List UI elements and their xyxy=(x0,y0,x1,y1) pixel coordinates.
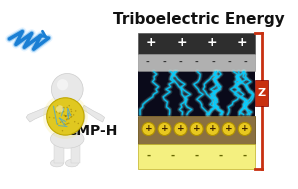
Bar xyxy=(71,143,80,163)
Text: -: - xyxy=(170,151,175,161)
Circle shape xyxy=(43,94,88,139)
Bar xyxy=(54,143,63,163)
Circle shape xyxy=(61,121,63,122)
Circle shape xyxy=(59,112,60,114)
Circle shape xyxy=(71,116,72,117)
Circle shape xyxy=(60,122,61,123)
Text: -: - xyxy=(195,151,199,161)
Bar xyxy=(255,80,268,106)
Bar xyxy=(138,71,255,115)
Text: -: - xyxy=(162,58,166,67)
Circle shape xyxy=(66,118,68,120)
Circle shape xyxy=(65,116,66,117)
Circle shape xyxy=(66,107,68,108)
Ellipse shape xyxy=(49,100,85,133)
Circle shape xyxy=(47,98,84,135)
Text: -: - xyxy=(243,151,247,161)
Circle shape xyxy=(238,122,251,136)
Ellipse shape xyxy=(50,129,84,148)
Circle shape xyxy=(69,105,70,106)
Text: CMP-H: CMP-H xyxy=(66,124,117,138)
Text: +: + xyxy=(237,36,247,49)
Bar xyxy=(138,115,255,143)
Text: Z: Z xyxy=(257,88,266,98)
Circle shape xyxy=(65,115,66,117)
Bar xyxy=(138,54,255,71)
Text: -: - xyxy=(227,58,231,67)
Circle shape xyxy=(67,118,69,120)
Circle shape xyxy=(174,122,187,136)
Circle shape xyxy=(56,111,57,113)
Circle shape xyxy=(63,107,65,108)
Circle shape xyxy=(68,122,69,124)
Polygon shape xyxy=(82,105,105,122)
Circle shape xyxy=(65,115,66,116)
Circle shape xyxy=(69,118,70,119)
Text: +: + xyxy=(193,125,201,133)
Circle shape xyxy=(66,119,67,121)
Circle shape xyxy=(77,123,79,124)
Text: +: + xyxy=(145,125,152,133)
Circle shape xyxy=(71,111,72,112)
Bar xyxy=(138,33,255,54)
Circle shape xyxy=(158,122,171,136)
Circle shape xyxy=(70,114,72,115)
Circle shape xyxy=(62,130,63,132)
Circle shape xyxy=(51,74,83,105)
Ellipse shape xyxy=(65,159,78,167)
Text: +: + xyxy=(176,36,187,49)
Text: -: - xyxy=(146,58,149,67)
Circle shape xyxy=(73,114,74,116)
Text: +: + xyxy=(209,125,216,133)
Circle shape xyxy=(59,111,61,113)
Text: -: - xyxy=(179,58,182,67)
Circle shape xyxy=(65,124,67,125)
Circle shape xyxy=(190,122,203,136)
Text: -: - xyxy=(218,151,223,161)
Circle shape xyxy=(68,115,69,116)
Text: +: + xyxy=(241,125,249,133)
Polygon shape xyxy=(26,105,52,122)
Text: -: - xyxy=(195,58,198,67)
Circle shape xyxy=(57,79,68,90)
Circle shape xyxy=(206,122,219,136)
Circle shape xyxy=(222,122,235,136)
Text: +: + xyxy=(146,36,157,49)
Text: -: - xyxy=(146,151,150,161)
Text: -: - xyxy=(244,58,248,67)
Circle shape xyxy=(65,115,66,117)
Circle shape xyxy=(53,117,55,119)
Circle shape xyxy=(70,109,72,110)
Circle shape xyxy=(68,113,69,115)
Circle shape xyxy=(66,123,68,124)
Text: +: + xyxy=(207,36,217,49)
Circle shape xyxy=(66,115,67,117)
Circle shape xyxy=(63,111,64,112)
Bar xyxy=(138,143,255,169)
Text: Triboelectric Energy: Triboelectric Energy xyxy=(113,12,285,27)
Circle shape xyxy=(49,117,50,118)
Text: +: + xyxy=(177,125,184,133)
Text: +: + xyxy=(161,125,168,133)
Ellipse shape xyxy=(50,159,63,167)
Text: -: - xyxy=(211,58,215,67)
Circle shape xyxy=(63,115,65,116)
Circle shape xyxy=(57,123,58,125)
Circle shape xyxy=(57,105,58,107)
Circle shape xyxy=(70,117,72,118)
Circle shape xyxy=(63,123,65,125)
Circle shape xyxy=(74,121,75,122)
Text: +: + xyxy=(225,125,232,133)
Circle shape xyxy=(56,105,63,113)
Circle shape xyxy=(75,110,76,112)
Circle shape xyxy=(142,122,155,136)
Circle shape xyxy=(62,107,63,108)
